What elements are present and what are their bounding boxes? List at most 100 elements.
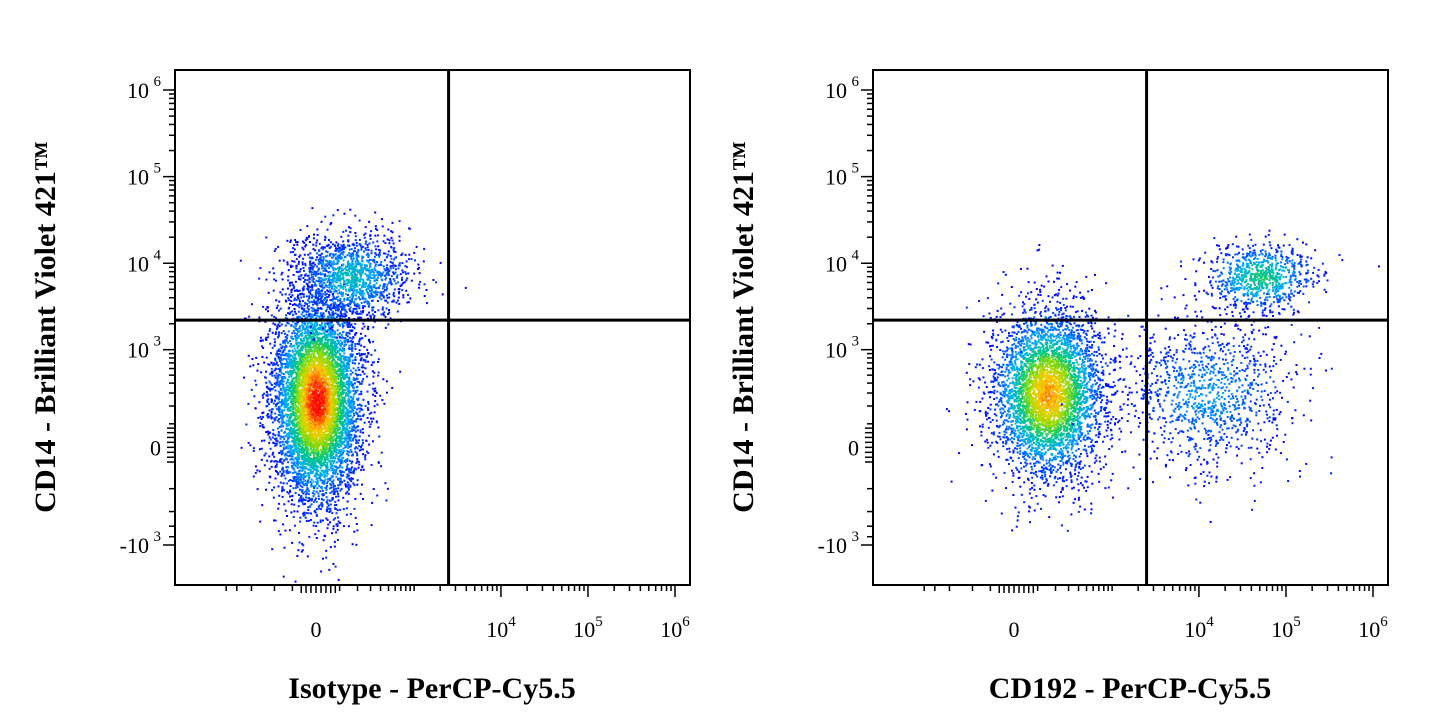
event-dot: [345, 444, 348, 447]
event-dot: [322, 365, 325, 368]
event-dot: [329, 330, 332, 333]
event-dot: [329, 499, 332, 502]
event-dot: [287, 350, 290, 353]
event-dot: [290, 448, 292, 451]
event-dot: [320, 444, 323, 447]
event-dot: [320, 367, 323, 370]
event-dot: [345, 412, 348, 415]
event-dot: [348, 386, 351, 389]
event-dot: [284, 396, 287, 399]
event-dot: [329, 503, 332, 506]
event-dot: [279, 307, 282, 310]
event-dot: [344, 407, 347, 410]
event-dot: [266, 399, 269, 402]
event-dot: [254, 465, 257, 468]
event-dot: [307, 333, 310, 336]
event-dot: [271, 374, 274, 377]
event-dot: [297, 438, 300, 440]
event-dot: [274, 477, 277, 480]
event-dot: [351, 410, 354, 413]
event-dot: [292, 437, 295, 439]
event-dot: [282, 523, 285, 526]
event-dot: [339, 477, 342, 480]
event-dot: [346, 450, 349, 453]
event-dot: [332, 403, 335, 406]
event-dot: [285, 445, 288, 448]
event-dot: [269, 382, 272, 385]
event-dot: [340, 454, 343, 457]
event-dot: [313, 352, 316, 354]
event-dot: [329, 357, 332, 360]
event-dot: [346, 500, 349, 503]
event-dot: [305, 381, 308, 384]
event-dot: [295, 445, 298, 448]
event-dot: [296, 461, 299, 464]
event-dot: [327, 433, 330, 436]
event-dot: [359, 415, 362, 418]
event-dot: [295, 329, 298, 332]
event-dot: [296, 388, 299, 391]
event-dot: [344, 461, 347, 464]
event-dot: [340, 380, 343, 383]
event-dot: [306, 472, 309, 475]
event-dot: [330, 361, 333, 364]
event-dot: [277, 409, 280, 412]
event-dot: [293, 392, 295, 394]
event-dot: [309, 481, 312, 483]
event-dot: [332, 489, 335, 492]
event-dot: [334, 439, 337, 442]
event-dot: [314, 344, 317, 346]
event-dot: [339, 411, 341, 414]
event-dot: [291, 457, 294, 460]
event-dot: [284, 435, 287, 438]
event-dot: [312, 370, 315, 373]
event-dot: [354, 356, 357, 359]
event-dot: [329, 385, 332, 388]
event-dot: [353, 407, 356, 409]
event-dot: [294, 471, 297, 474]
event-dot: [323, 479, 326, 482]
event-dot: [331, 401, 334, 404]
event-dot: [283, 437, 286, 440]
event-dot: [334, 431, 337, 434]
event-dot: [326, 480, 329, 483]
event-dot: [330, 432, 333, 435]
event-dot: [361, 444, 364, 447]
event-dot: [281, 490, 284, 493]
event-dot: [341, 424, 344, 427]
event-dot: [334, 403, 337, 406]
event-dot: [345, 402, 348, 405]
event-dot: [316, 324, 319, 326]
event-dot: [324, 486, 327, 489]
event-dot: [290, 371, 292, 374]
event-dot: [286, 472, 289, 475]
event-dot: [339, 521, 342, 524]
event-dot: [348, 478, 351, 481]
event-dot: [290, 372, 293, 375]
event-dot: [277, 364, 279, 367]
event-dot: [300, 419, 303, 422]
event-dot: [316, 379, 319, 382]
event-dot: [360, 445, 362, 448]
event-dot: [336, 356, 339, 359]
event-dot: [261, 356, 264, 358]
event-dot: [309, 344, 312, 347]
event-dot: [320, 479, 323, 482]
event-dot: [286, 454, 289, 457]
event-dot: [303, 377, 306, 380]
event-dot: [342, 373, 345, 376]
event-dot: [288, 313, 291, 315]
event-dot: [275, 460, 278, 463]
event-dot: [325, 300, 327, 303]
event-dot: [309, 518, 312, 521]
event-dot: [292, 329, 295, 332]
event-dot: [296, 347, 299, 350]
event-dot: [325, 338, 328, 341]
event-dot: [288, 432, 291, 435]
event-dot: [293, 347, 296, 350]
event-dot: [326, 289, 329, 292]
event-dot: [291, 455, 294, 458]
event-dot: [343, 391, 345, 394]
event-dot: [337, 443, 340, 446]
event-dot: [342, 406, 345, 409]
